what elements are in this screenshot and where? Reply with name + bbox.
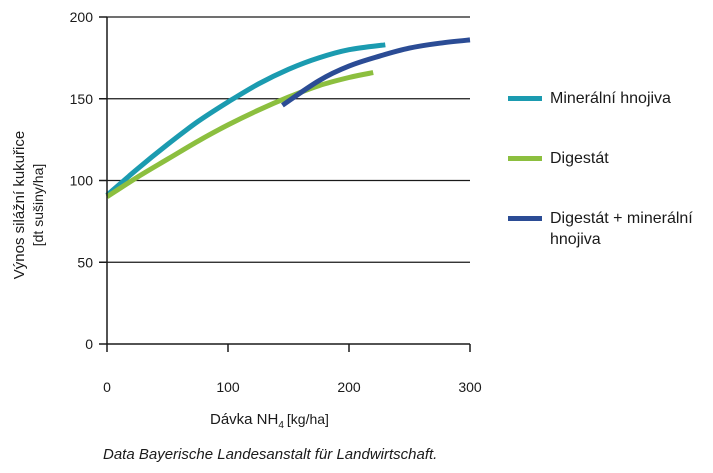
legend-label-combined: Digestát + minerální hnojiva — [550, 210, 693, 248]
legend-swatch-combined — [508, 216, 542, 221]
x-tick-label-200: 200 — [337, 379, 361, 395]
legend: Minerální hnojiva Digestát Digestát + mi… — [508, 88, 708, 250]
source-note: Data Bayerische Landesanstalt für Landwi… — [103, 446, 438, 463]
series-lines — [105, 37, 471, 199]
x-tick-label-100: 100 — [216, 379, 240, 395]
series-line-digestate — [105, 70, 374, 199]
x-tick-label-300: 300 — [458, 379, 482, 395]
x-tick-label-0: 0 — [103, 379, 111, 395]
ticks: 0 50 100 150 200 0 100 200 300 — [70, 9, 482, 395]
legend-item-combined: Digestát + minerální hnojiva — [508, 208, 713, 250]
y-tick-label-100: 100 — [70, 173, 94, 189]
y-tick-label-200: 200 — [70, 9, 94, 25]
y-axis-title: Výnos silážní kukuřice — [11, 131, 28, 279]
legend-swatch-mineral — [508, 96, 542, 101]
legend-item-digestate: Digestát — [508, 148, 708, 169]
legend-item-mineral: Minerální hnojiva — [508, 88, 708, 109]
y-axis-unit: [dt sušiny/ha] — [30, 164, 46, 247]
y-tick-label-150: 150 — [70, 91, 94, 107]
y-tick-label-50: 50 — [77, 254, 93, 270]
x-axis-title: Dávka NH4 [kg/ha] — [210, 411, 329, 431]
x-axis-label: Dávka NH — [210, 411, 278, 428]
x-axis-subscript: 4 — [278, 420, 284, 431]
series-line-mineral — [105, 42, 386, 198]
gridlines — [107, 16, 470, 263]
legend-label-mineral: Minerální hnojiva — [550, 90, 671, 107]
y-tick-label-0: 0 — [85, 336, 93, 352]
legend-swatch-digestate — [508, 156, 542, 161]
x-axis-unit: [kg/ha] — [287, 411, 329, 427]
legend-label-digestate: Digestát — [550, 150, 609, 167]
series-line-combined — [281, 37, 471, 108]
